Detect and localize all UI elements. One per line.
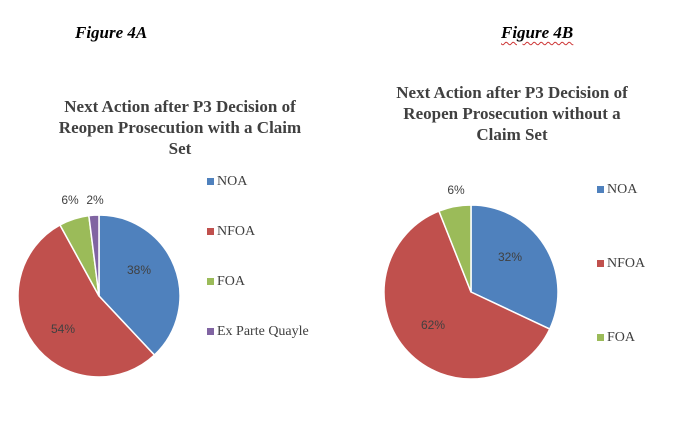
chart-b-title-line: Claim Set	[476, 125, 548, 144]
legend-label: NOA	[607, 182, 638, 197]
chart-b-title-line: Next Action after P3 Decision of	[396, 83, 628, 102]
slice-data-label: 38%	[127, 263, 151, 277]
legend-label: NFOA	[607, 256, 646, 271]
pie-slice-nfoa	[383, 210, 551, 380]
chart-b-title: Next Action after P3 Decision of Reopen …	[352, 82, 672, 145]
legend-label: FOA	[607, 330, 636, 345]
chart-a-title-line: Next Action after P3 Decision of	[64, 97, 296, 116]
slice-data-label: 54%	[51, 322, 75, 336]
chart-a-title-line: Reopen Prosecution with a Claim	[58, 118, 302, 137]
figure-4b-label: Figure 4B	[501, 23, 574, 42]
pie-slice-noa	[470, 204, 559, 331]
legend-label: FOA	[217, 274, 246, 289]
legend-swatch-nfoa	[207, 228, 214, 235]
legend-swatch-foa	[207, 278, 214, 285]
chart-b-title-line: Reopen Prosecution without a	[403, 104, 621, 123]
slice-data-label: 6%	[61, 193, 79, 207]
legend-swatch-foa	[597, 334, 604, 341]
legend-swatch-noa	[207, 178, 214, 185]
pie-slice-noa	[98, 214, 181, 357]
slice-data-label: 6%	[447, 183, 465, 197]
chart-a-title-line: Set	[168, 139, 192, 158]
legend-swatch-ex-parte-quayle	[207, 328, 214, 335]
pie-slice-nfoa	[17, 224, 156, 378]
legend-swatch-nfoa	[597, 260, 604, 267]
pie-slice-foa	[437, 204, 472, 293]
chart-a-title: Next Action after P3 Decision of Reopen …	[30, 96, 330, 159]
slice-data-label: 62%	[421, 318, 445, 332]
legend-label: Ex Parte Quayle	[217, 324, 309, 339]
slice-data-label: 32%	[498, 250, 522, 264]
legend-label: NOA	[217, 174, 248, 189]
legend-label: NFOA	[217, 224, 256, 239]
legend-swatch-noa	[597, 186, 604, 193]
slice-data-label: 2%	[86, 193, 104, 207]
figure-4a-label: Figure 4A	[75, 23, 148, 42]
pie-slice-ex-parte-quayle	[88, 214, 100, 297]
